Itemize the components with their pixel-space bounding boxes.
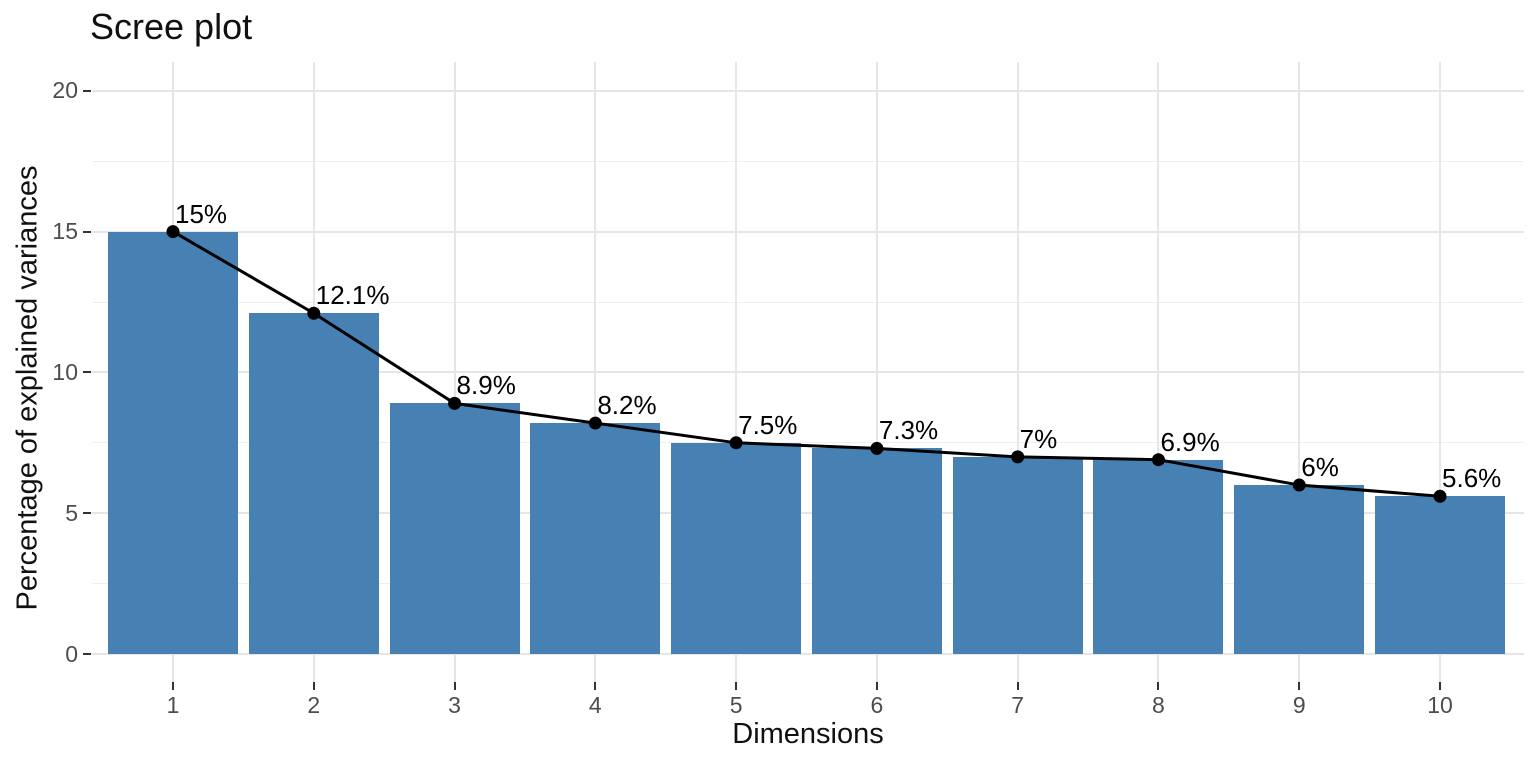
gridline-minor-y [92, 442, 1524, 444]
bar-dimension-4 [530, 423, 661, 654]
variance-line-overlay [166, 225, 1447, 503]
gridline-major-y [92, 230, 1524, 233]
data-point-10 [1433, 489, 1447, 503]
gridline-major-y [92, 371, 1524, 374]
gridline-minor-y [92, 160, 1524, 162]
y-tick-label: 15 [52, 218, 78, 245]
gridline-minor-y [92, 583, 1524, 585]
gridline-minor-y [92, 301, 1524, 303]
x-tick-label: 7 [1011, 692, 1025, 718]
data-point-2 [307, 306, 321, 320]
y-tick-label: 10 [52, 358, 78, 385]
data-point-1 [166, 225, 180, 239]
data-point-7 [1011, 450, 1025, 464]
gridline-major-y [92, 89, 1524, 92]
x-tick-mark [453, 682, 456, 690]
point-label-3: 8.9% [456, 370, 516, 401]
point-label-5: 7.5% [738, 409, 798, 440]
variance-line [172, 230, 1441, 498]
point-label-6: 7.3% [878, 415, 939, 446]
x-tick-label: 1 [166, 692, 180, 718]
x-tick-mark [594, 682, 597, 690]
y-tick-mark [83, 512, 91, 515]
point-label-4: 8.2% [597, 390, 657, 421]
point-label-10: 5.6% [1442, 463, 1502, 494]
gridline-major-x [875, 62, 878, 682]
bar-dimension-8 [1093, 459, 1224, 654]
point-label-8: 6.9% [1160, 426, 1220, 457]
gridline-major-x [453, 62, 456, 682]
gridline-major-y [92, 653, 1524, 655]
gridline-major-x [1439, 62, 1442, 682]
x-tick-mark [1016, 682, 1019, 690]
y-tick-mark [83, 371, 91, 374]
plot-panel: 15% 12.1% 8.9% 8.2% 7.5% 7.3% 7% 6.9% 6% 5.6% [92, 62, 1524, 682]
y-tick-label: 20 [52, 77, 78, 104]
bar-dimension-2 [248, 313, 379, 654]
y-tick-label: 5 [65, 499, 78, 526]
bar-dimension-6 [811, 448, 942, 654]
y-tick-mark [83, 230, 91, 233]
x-tick-label: 2 [307, 692, 321, 718]
x-tick-mark [735, 682, 738, 690]
y-tick-mark [83, 653, 91, 655]
bar-dimension-10 [1375, 496, 1506, 654]
data-point-3 [448, 396, 462, 410]
gridline-major-y [92, 512, 1524, 515]
bar-dimension-3 [389, 403, 520, 654]
point-label-9: 6% [1301, 452, 1339, 483]
x-tick-mark [312, 682, 315, 690]
data-point-5 [729, 436, 743, 450]
gridline-major-x [594, 62, 597, 682]
x-tick-label: 3 [448, 692, 461, 718]
x-axis-title: Dimensions [732, 718, 884, 750]
data-point-6 [870, 441, 884, 455]
gridline-major-x [1016, 62, 1019, 682]
x-tick-mark [1157, 682, 1160, 690]
bar-dimension-5 [671, 442, 802, 654]
point-label-7: 7% [1019, 423, 1058, 454]
x-tick-label: 9 [1292, 692, 1306, 718]
x-tick-mark [1439, 682, 1442, 690]
data-point-8 [1151, 453, 1165, 467]
bar-dimension-9 [1234, 485, 1365, 654]
y-tick-mark [83, 89, 91, 92]
x-tick-mark [172, 682, 174, 690]
gridline-major-x [1157, 62, 1160, 682]
data-point-4 [588, 416, 602, 430]
x-tick-mark [875, 682, 878, 690]
x-tick-label: 6 [870, 692, 884, 718]
point-label-2: 12.1% [315, 280, 390, 311]
plot-title: Scree plot [90, 6, 253, 47]
x-tick-label: 10 [1427, 692, 1453, 718]
x-tick-mark [1298, 682, 1301, 690]
bar-dimension-7 [952, 456, 1083, 654]
gridline-major-x [1298, 62, 1301, 682]
point-label-1: 15% [175, 198, 228, 229]
x-tick-label: 4 [588, 692, 602, 718]
data-point-9 [1292, 478, 1306, 492]
x-tick-label: 5 [729, 692, 743, 718]
bar-dimension-1 [108, 231, 238, 654]
gridline-major-x [735, 62, 738, 682]
y-tick-label: 0 [65, 640, 78, 667]
x-tick-label: 8 [1152, 692, 1165, 718]
